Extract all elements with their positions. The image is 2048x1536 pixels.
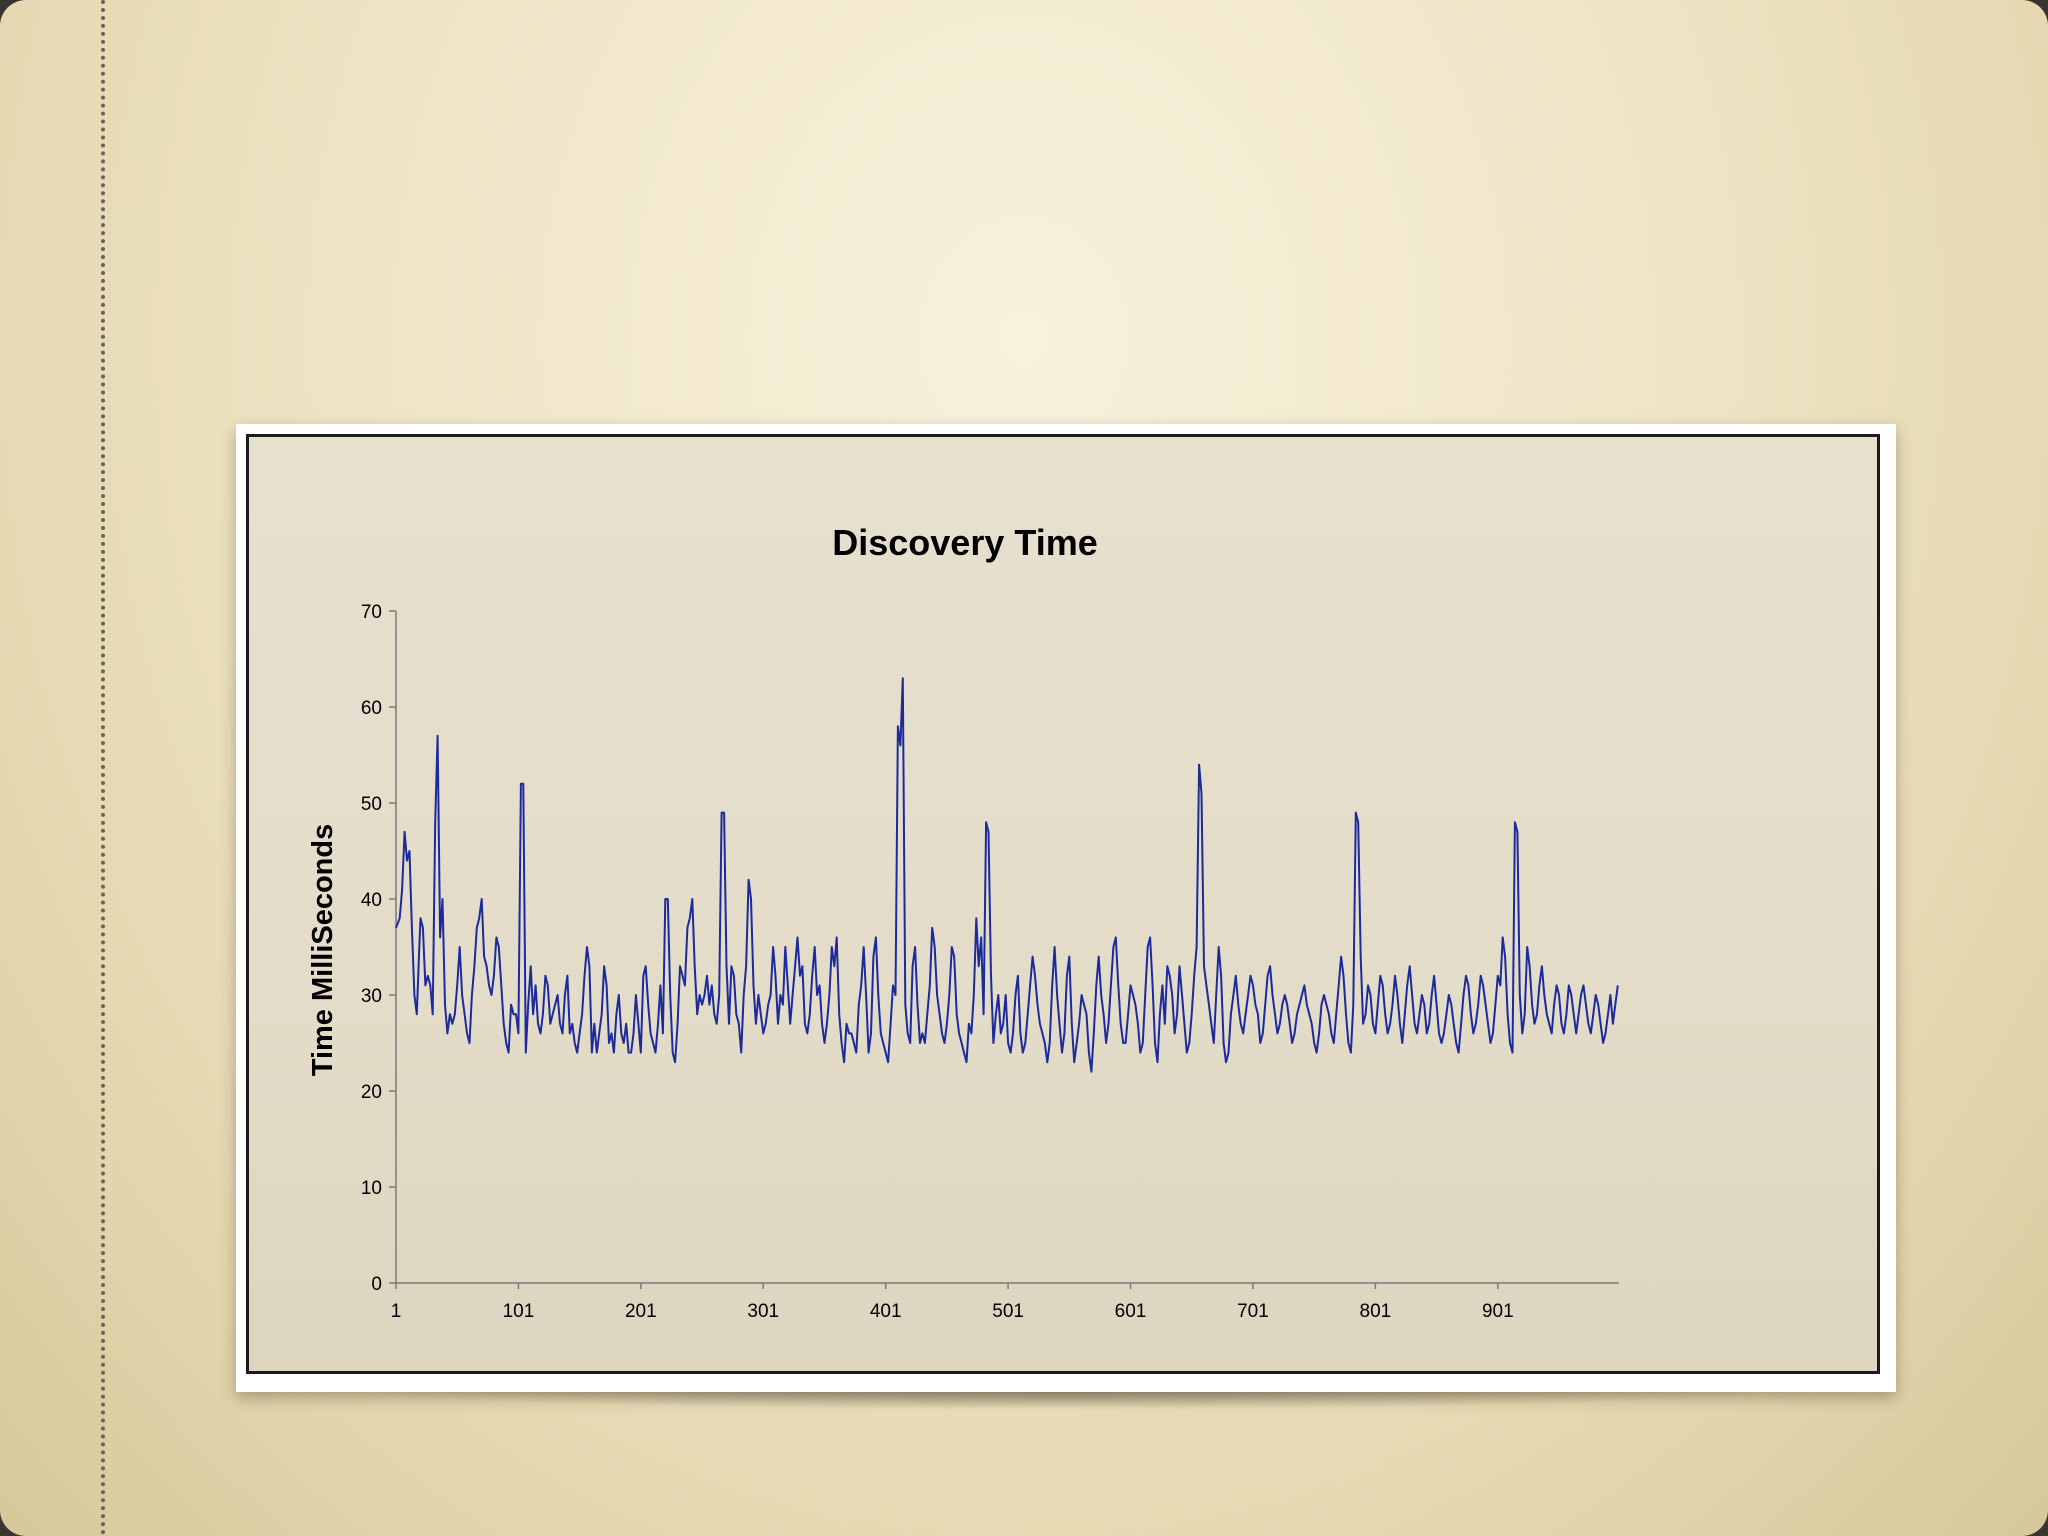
- series-line-0: [395, 677, 1619, 1073]
- y-tick-label: 60: [361, 698, 382, 719]
- x-tick-label: 501: [992, 1301, 1024, 1322]
- y-tick-label: 70: [361, 602, 382, 623]
- chart-title: Discovery Time: [832, 522, 1097, 563]
- chart-panel: Discovery Time Time MilliSeconds 0 10 20 30…: [246, 434, 1880, 1374]
- y-tick-label: 10: [361, 1178, 382, 1199]
- y-tick-label: 40: [361, 890, 382, 911]
- y-ticks: 0 10 20 30 40 50 60 70: [361, 602, 396, 1295]
- y-tick-label: 50: [361, 794, 382, 815]
- axes: [395, 611, 1619, 1284]
- x-tick-label: 801: [1360, 1301, 1392, 1322]
- x-tick-label: 301: [747, 1301, 779, 1322]
- x-tick-label: 101: [503, 1301, 535, 1322]
- x-ticks: 1 101 201 301 401 501 601 701 801 901: [391, 1283, 1514, 1322]
- series-group: [395, 677, 1619, 1073]
- y-tick-label: 0: [371, 1274, 382, 1295]
- x-tick-label: 901: [1482, 1301, 1514, 1322]
- chart-photo-frame: Discovery Time Time MilliSeconds 0 10 20 30…: [236, 424, 1896, 1392]
- x-tick-label: 601: [1115, 1301, 1147, 1322]
- x-tick-label: 701: [1237, 1301, 1269, 1322]
- y-tick-label: 30: [361, 986, 382, 1007]
- x-tick-label: 201: [625, 1301, 657, 1322]
- x-tick-label: 401: [870, 1301, 902, 1322]
- y-axis-label: Time MilliSeconds: [307, 824, 339, 1076]
- x-tick-label: 1: [391, 1301, 402, 1322]
- y-tick-label: 20: [361, 1082, 382, 1103]
- line-chart: Discovery Time Time MilliSeconds 0 10 20 30…: [307, 522, 1619, 1322]
- binding-dotted-line: [101, 0, 105, 1536]
